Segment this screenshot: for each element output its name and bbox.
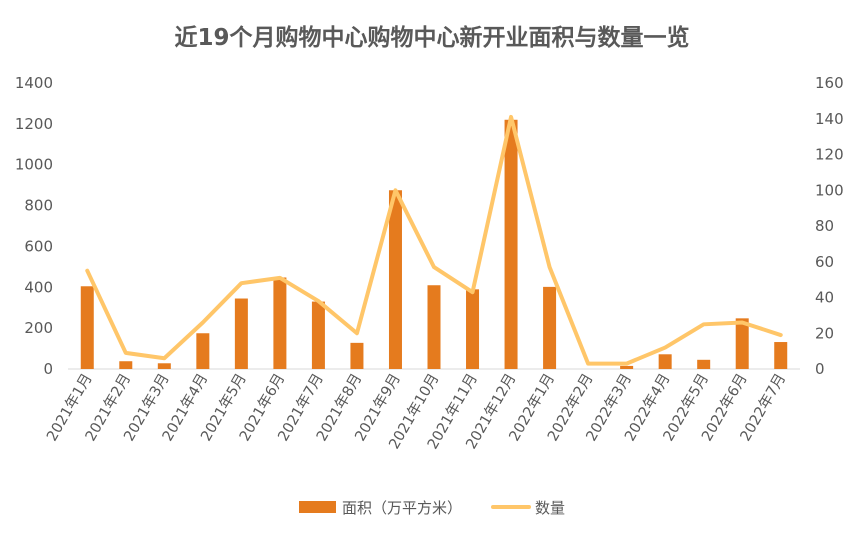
bar — [273, 277, 287, 369]
y-left-tick-label: 200 — [24, 319, 53, 337]
y-left-tick-label: 800 — [24, 197, 53, 215]
series-line — [85, 114, 783, 366]
bar — [119, 361, 133, 369]
legend-swatch-bar — [299, 501, 336, 513]
bar — [735, 318, 749, 369]
y-right-tick-label: 80 — [815, 217, 834, 235]
bar — [620, 365, 634, 369]
bar — [311, 301, 325, 369]
bar — [427, 285, 441, 369]
y-left-tick-label: 0 — [43, 360, 53, 378]
bar — [658, 354, 672, 369]
y-left-tick-label: 600 — [24, 237, 53, 255]
y-left-tick-label: 1000 — [15, 156, 53, 174]
y-right-tick-label: 100 — [815, 181, 844, 199]
bar — [350, 342, 364, 369]
legend-label-line: 数量 — [535, 499, 565, 517]
bar — [697, 359, 711, 369]
bar — [80, 286, 94, 369]
legend-label-bar: 面积（万平方米） — [342, 499, 462, 517]
y-right-tick-label: 0 — [815, 360, 825, 378]
y-right-tick-label: 60 — [815, 253, 834, 271]
bar — [196, 333, 210, 369]
bar — [543, 286, 557, 369]
y-left-tick-label: 400 — [24, 278, 53, 296]
bar — [774, 342, 788, 369]
bar — [466, 289, 480, 369]
y-left-tick-label: 1400 — [15, 74, 53, 92]
bar — [157, 363, 171, 369]
y-right-tick-label: 120 — [815, 146, 844, 164]
bar — [504, 119, 518, 370]
y-right-tick-label: 20 — [815, 324, 834, 342]
chart-title: 近19个月购物中心购物中心新开业面积与数量一览 — [174, 25, 690, 51]
y-left-tick-label: 1200 — [15, 115, 53, 133]
y-right-tick-label: 160 — [815, 74, 844, 92]
bar — [388, 190, 402, 369]
bar — [234, 298, 248, 369]
y-right-tick-label: 40 — [815, 289, 834, 307]
y-right-tick-label: 140 — [815, 110, 844, 128]
